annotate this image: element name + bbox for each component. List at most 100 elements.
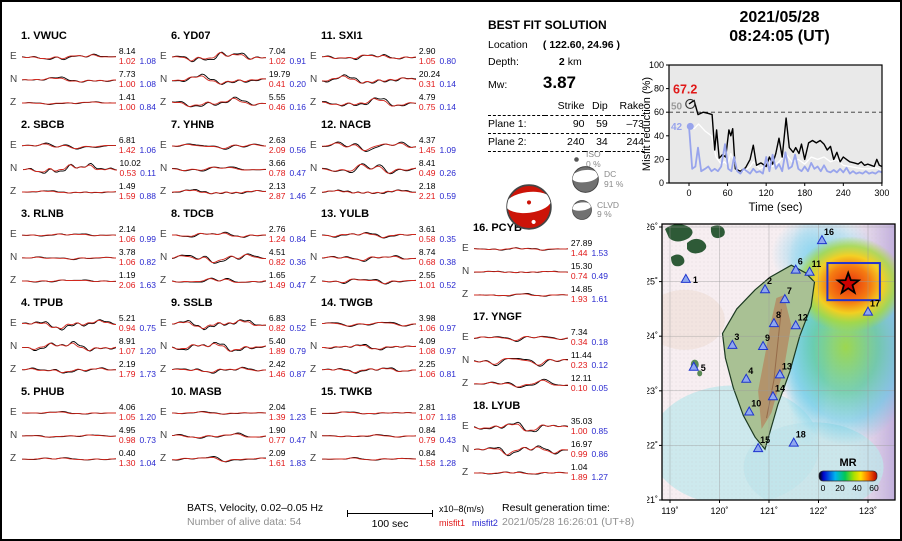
waveform-trace	[21, 366, 116, 373]
misfit1-value: 1.07	[418, 411, 436, 422]
misfit-ylabel: Misfit reduction (%)	[642, 77, 653, 171]
misfit1-value: 0.98	[118, 434, 136, 445]
map-lat-tick: 26˚	[647, 222, 658, 232]
synthetic-trace	[473, 379, 568, 387]
trace-values: 11.44 0.23 0.12	[571, 350, 608, 370]
waveform-row: E 2.81 1.07 1.18	[308, 401, 456, 424]
channel-label: Z	[160, 364, 167, 375]
best-fit-panel: BEST FIT SOLUTION Location ( 122.60, 24.…	[488, 18, 648, 240]
plane1-dip: 59	[584, 115, 608, 134]
misfit2-value: 0.88	[139, 190, 156, 201]
synthetic-trace	[171, 166, 266, 171]
channel-label: E	[462, 421, 469, 432]
observed-trace	[171, 432, 266, 439]
map-station-marker	[816, 234, 828, 245]
misfit-xtick: 300	[874, 188, 889, 198]
map-station-id: 3	[734, 332, 739, 342]
waveform-trace	[21, 340, 116, 352]
misfit1-value: 1.05	[118, 411, 136, 422]
trace-values: 4.37 1.45 1.09	[419, 135, 456, 155]
misfit1-legend-label: misfit1	[439, 518, 466, 528]
plane2-rake: 244	[607, 133, 644, 152]
misfit2-value: 1.18	[439, 411, 456, 422]
misfit-ytick: 20	[654, 154, 664, 164]
waveform-row: N 15.30 0.74 0.49	[460, 260, 608, 283]
amplitude-value: 1.90	[268, 425, 286, 435]
trace-values: 1.04 1.89 1.27	[571, 462, 608, 482]
misfit2-value: 1.28	[439, 457, 456, 468]
map-station-marker	[790, 319, 802, 330]
waveform-row: Z 5.55 0.46 0.16	[158, 91, 306, 114]
misfit1-value: 1.42	[118, 144, 136, 155]
station-block: 13. YULB E 3.61 0.58 0.35 N 8.74 0.68 0.38 Z 2.55 1…	[308, 206, 456, 295]
map-station-marker	[774, 368, 786, 379]
misfit2-value: 0.26	[439, 167, 456, 178]
channel-label: Z	[310, 364, 317, 375]
decomposition-text: CLVD 9 %	[597, 200, 619, 220]
trace-values: 2.63 2.09 0.56	[269, 135, 306, 155]
waveform-trace	[321, 140, 416, 152]
depth-label: Depth:	[488, 56, 519, 68]
channel-label: E	[310, 318, 317, 329]
station-block: 8. TDCB E 2.76 1.24 0.84 N 4.51 0.82 0.36 Z 1.65 1.…	[158, 206, 306, 295]
map-station-id: 11	[812, 259, 822, 269]
plane1-rake: –73	[607, 115, 644, 134]
misfit2-value: 0.16	[289, 101, 306, 112]
misfit1-value: 2.87	[268, 190, 286, 201]
observed-trace	[171, 252, 266, 264]
map-lon-tick: 121˚	[760, 506, 778, 516]
channel-label: E	[310, 229, 317, 240]
station-block: 9. SSLB E 6.83 0.82 0.52 N 5.40 1.89 0.79 Z 2.42 1.…	[158, 295, 306, 384]
misfit2-value: 0.86	[591, 448, 608, 459]
depth-unit: km	[567, 56, 582, 68]
synthetic-trace	[21, 190, 116, 193]
waveform-trace	[171, 455, 266, 462]
waveform-row: N 7.73 1.00 1.08	[8, 68, 156, 91]
map-lon-tick: 122˚	[809, 506, 827, 516]
synthetic-trace	[321, 255, 416, 261]
decomposition-percent: 9 %	[597, 209, 612, 219]
amplitude-value: 0.84	[418, 425, 436, 435]
mw-value: 3.87	[542, 73, 577, 92]
misfit2-value: 1.23	[289, 411, 306, 422]
trace-values: 1.65 1.49 0.47	[269, 270, 306, 290]
waveform-trace	[21, 76, 116, 83]
alive-data-count: Number of alive data: 54	[187, 516, 302, 528]
waveform-trace	[473, 246, 568, 251]
misfit2-value: 1.73	[139, 368, 156, 379]
misfit1-value: 0.10	[570, 382, 588, 393]
waveform-trace	[171, 165, 266, 172]
waveform-row: Z 12.11 0.10 0.05	[460, 372, 608, 395]
misfit1-value: 0.74	[570, 270, 588, 281]
misfit1-value: 1.58	[418, 457, 436, 468]
trace-values: 2.09 1.61 1.83	[269, 448, 306, 468]
iso-dot-icon	[574, 157, 579, 162]
trace-values: 20.24 0.31 0.14	[419, 69, 456, 89]
misfit1-value: 1.24	[268, 233, 286, 244]
trace-values: 35.03 1.00 0.85	[571, 416, 608, 436]
channel-label: N	[10, 252, 18, 263]
synthetic-trace	[21, 76, 116, 82]
waveform-trace	[21, 232, 116, 236]
waveform-row: Z 0.84 1.58 1.28	[308, 447, 456, 470]
trace-values: 7.73 1.00 1.08	[119, 69, 156, 89]
waveform-row: E 4.37 1.45 1.09	[308, 134, 456, 157]
station-block: 6. YD07 E 7.04 1.02 0.91 N 19.79 0.41 0.20 Z 5.55 0…	[158, 28, 306, 117]
synthetic-trace	[171, 253, 266, 263]
misfit-xtick: 180	[797, 188, 812, 198]
map-station-marker	[680, 273, 692, 283]
map-station-marker	[757, 340, 769, 351]
colorbar-tick: 20	[835, 483, 845, 493]
synthetic-trace	[473, 445, 568, 455]
waveform-trace	[473, 357, 568, 367]
misfit2-value: 0.84	[289, 233, 306, 244]
waveform-row: Z 2.09 1.61 1.83	[158, 447, 306, 470]
misfit1-value: 1.05	[418, 55, 436, 66]
misfit2-value: 0.59	[439, 190, 456, 201]
col-strike: Strike	[544, 98, 585, 116]
plane2-strike: 240	[544, 133, 585, 152]
misfit2-value: 0.05	[591, 382, 608, 393]
map-station-marker	[752, 442, 764, 453]
map-lat-tick: 23˚	[647, 386, 658, 396]
channel-label: Z	[160, 186, 167, 197]
